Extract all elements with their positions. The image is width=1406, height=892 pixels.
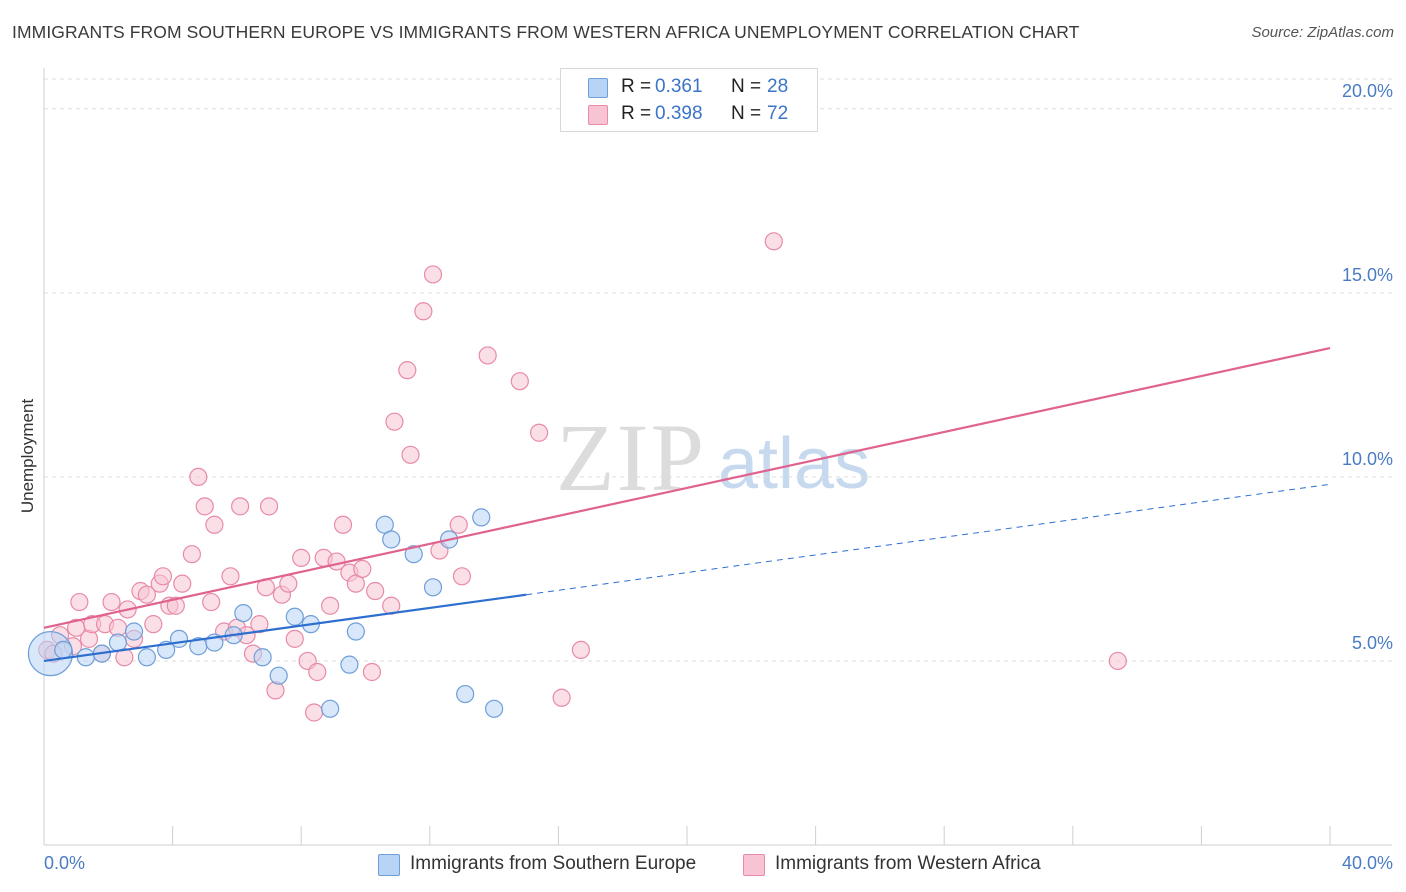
legend: Immigrants from Southern Europe Immigran… bbox=[0, 852, 1406, 878]
data-point bbox=[308, 662, 327, 682]
data-point bbox=[401, 445, 420, 464]
trend-lines bbox=[43, 346, 1331, 663]
y-tick-label: 5.0% bbox=[1352, 633, 1393, 653]
n-label: N = bbox=[731, 76, 762, 97]
watermark-zip: ZIP bbox=[556, 404, 706, 511]
data-point bbox=[1108, 651, 1127, 671]
data-point bbox=[137, 585, 156, 604]
x-tick-label-max: 40.0% bbox=[1342, 853, 1393, 873]
data-point bbox=[202, 592, 221, 612]
data-point bbox=[346, 622, 365, 641]
data-point bbox=[321, 699, 340, 718]
data-point bbox=[478, 346, 497, 365]
data-point bbox=[510, 372, 529, 391]
data-point bbox=[382, 530, 401, 549]
n-value: 72 bbox=[767, 103, 789, 124]
data-point bbox=[250, 615, 269, 634]
source-credit: Source: ZipAtlas.com bbox=[1251, 24, 1394, 41]
data-point bbox=[108, 633, 128, 652]
x-axis-ticks bbox=[43, 826, 1331, 845]
r-value: 0.361 bbox=[655, 76, 703, 97]
data-point bbox=[231, 497, 250, 516]
data-point bbox=[169, 629, 189, 648]
legend-label: Immigrants from Western Africa bbox=[775, 853, 1041, 874]
legend-swatch-pink-icon bbox=[743, 854, 765, 876]
data-point bbox=[269, 666, 288, 685]
data-point bbox=[79, 629, 99, 648]
data-point bbox=[205, 515, 224, 534]
y-tick-label: 10.0% bbox=[1342, 449, 1393, 469]
stats-row-western-africa: R = 0.398 N = 72 bbox=[561, 101, 817, 127]
axes bbox=[43, 68, 1392, 846]
data-point bbox=[102, 592, 121, 612]
stats-row-southern-europe: R = 0.361 N = 28 bbox=[561, 74, 817, 100]
swatch-blue-icon bbox=[588, 78, 608, 98]
gridlines bbox=[44, 78, 1392, 662]
data-point bbox=[259, 497, 279, 516]
trend-line-western-africa bbox=[43, 346, 1331, 629]
data-point bbox=[485, 699, 504, 718]
data-point bbox=[70, 592, 89, 612]
data-point bbox=[189, 467, 208, 487]
chart-title: IMMIGRANTS FROM SOUTHERN EUROPE VS IMMIG… bbox=[12, 22, 1080, 42]
legend-label: Immigrants from Southern Europe bbox=[410, 853, 697, 874]
data-point bbox=[234, 603, 253, 623]
data-point bbox=[530, 423, 549, 442]
data-point bbox=[362, 662, 382, 682]
data-point bbox=[552, 688, 571, 707]
data-point bbox=[472, 508, 491, 527]
y-tick-label: 20.0% bbox=[1342, 81, 1393, 101]
data-point bbox=[404, 545, 423, 564]
data-point bbox=[137, 648, 156, 667]
data-point bbox=[166, 596, 185, 615]
n-value: 28 bbox=[767, 76, 789, 97]
r-label: R = bbox=[621, 103, 652, 124]
data-point bbox=[452, 567, 472, 586]
trend-extension-southern-europe bbox=[526, 483, 1331, 596]
data-point bbox=[366, 581, 385, 601]
data-point bbox=[423, 265, 443, 284]
data-point bbox=[398, 361, 417, 380]
data-point bbox=[124, 622, 144, 641]
r-value: 0.398 bbox=[655, 103, 703, 124]
data-point bbox=[253, 648, 272, 667]
data-point bbox=[414, 302, 433, 321]
data-point bbox=[449, 515, 468, 534]
data-point bbox=[221, 567, 240, 586]
swatch-pink-icon bbox=[588, 105, 608, 125]
legend-swatch-blue-icon bbox=[378, 854, 400, 876]
data-point bbox=[144, 615, 163, 634]
data-point bbox=[285, 607, 304, 626]
data-point bbox=[76, 648, 95, 667]
data-point bbox=[571, 640, 591, 660]
data-point bbox=[456, 684, 475, 704]
x-tick-label-min: 0.0% bbox=[44, 853, 85, 873]
data-point bbox=[153, 567, 173, 586]
data-point bbox=[385, 412, 404, 431]
data-point bbox=[353, 559, 372, 579]
stats-box: R = 0.361 N = 28 R = 0.398 N = 72 bbox=[560, 68, 818, 132]
data-point bbox=[764, 232, 783, 251]
data-point bbox=[173, 574, 192, 593]
series-southern-europe-points bbox=[27, 508, 504, 718]
data-point bbox=[292, 548, 311, 567]
data-point bbox=[321, 596, 340, 615]
data-point bbox=[195, 497, 214, 516]
data-point bbox=[182, 545, 201, 564]
n-label: N = bbox=[731, 103, 762, 124]
data-point bbox=[285, 629, 304, 648]
y-axis-tick-labels: 5.0% 10.0% 15.0% 20.0% bbox=[1342, 81, 1393, 653]
data-point bbox=[54, 640, 73, 660]
y-tick-label: 15.0% bbox=[1342, 265, 1393, 285]
data-point bbox=[266, 681, 285, 700]
data-point bbox=[304, 703, 324, 722]
r-label: R = bbox=[621, 76, 652, 97]
data-point bbox=[340, 655, 359, 674]
data-point bbox=[333, 515, 353, 534]
data-point bbox=[279, 574, 298, 593]
data-point bbox=[423, 578, 443, 597]
trend-line-southern-europe bbox=[43, 593, 527, 663]
